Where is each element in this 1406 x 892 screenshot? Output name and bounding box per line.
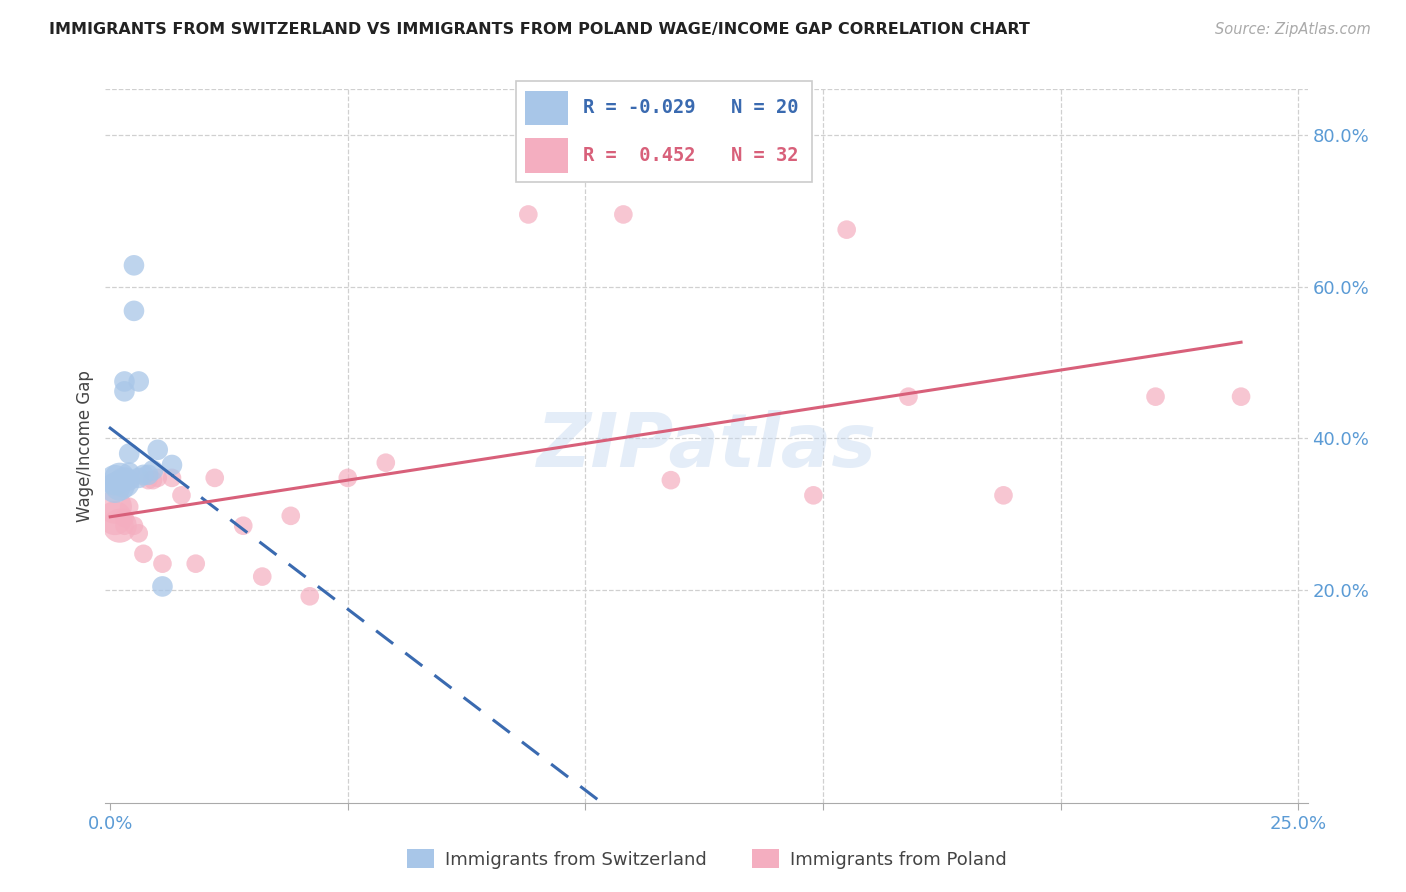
Point: [108, 518, 131, 533]
Point: [160, 471, 183, 485]
Point: [1230, 390, 1253, 404]
Text: R = -0.029: R = -0.029: [582, 98, 695, 118]
Point: [118, 500, 141, 514]
Point: [108, 478, 131, 492]
Point: [128, 471, 150, 485]
Point: [160, 458, 183, 472]
Point: [204, 471, 226, 485]
Point: [104, 481, 127, 495]
Point: [114, 384, 136, 399]
Point: [152, 557, 174, 571]
Point: [659, 473, 682, 487]
Point: [128, 526, 150, 541]
Point: [104, 473, 127, 487]
Point: [122, 518, 145, 533]
Point: [114, 475, 136, 490]
Point: [897, 390, 920, 404]
Point: [232, 518, 254, 533]
Text: N = 20: N = 20: [731, 98, 799, 118]
Point: [146, 442, 169, 457]
Point: [803, 488, 825, 502]
Point: [128, 375, 150, 389]
Point: [298, 590, 321, 604]
Point: [835, 222, 858, 236]
Point: [374, 456, 396, 470]
Point: [152, 579, 174, 593]
Point: [142, 463, 165, 477]
Point: [104, 500, 127, 514]
Point: [114, 375, 136, 389]
Y-axis label: Wage/Income Gap: Wage/Income Gap: [76, 370, 94, 522]
Bar: [526, 91, 568, 126]
Point: [132, 467, 155, 482]
Point: [280, 508, 302, 523]
Point: [336, 471, 359, 485]
Point: [612, 207, 634, 221]
Point: [136, 467, 159, 482]
Point: [993, 488, 1015, 502]
Point: [1144, 390, 1167, 404]
Point: [122, 258, 145, 272]
Point: [142, 473, 165, 487]
Point: [136, 473, 159, 487]
Text: Source: ZipAtlas.com: Source: ZipAtlas.com: [1215, 22, 1371, 37]
Text: R =  0.452: R = 0.452: [582, 145, 695, 165]
Text: ZIPatlas: ZIPatlas: [537, 409, 876, 483]
Point: [118, 466, 141, 480]
Text: IMMIGRANTS FROM SWITZERLAND VS IMMIGRANTS FROM POLAND WAGE/INCOME GAP CORRELATIO: IMMIGRANTS FROM SWITZERLAND VS IMMIGRANT…: [49, 22, 1031, 37]
Point: [252, 569, 274, 583]
Point: [114, 518, 136, 533]
Point: [170, 488, 193, 502]
Text: N = 32: N = 32: [731, 145, 799, 165]
Legend: Immigrants from Switzerland, Immigrants from Poland: Immigrants from Switzerland, Immigrants …: [399, 842, 1014, 876]
Point: [517, 207, 540, 221]
FancyBboxPatch shape: [516, 81, 813, 182]
Point: [118, 473, 141, 487]
Point: [118, 447, 141, 461]
Point: [122, 304, 145, 318]
Point: [184, 557, 207, 571]
Bar: [526, 137, 568, 173]
Point: [114, 511, 136, 525]
Point: [104, 511, 127, 525]
Point: [108, 471, 131, 485]
Point: [146, 471, 169, 485]
Point: [132, 547, 155, 561]
